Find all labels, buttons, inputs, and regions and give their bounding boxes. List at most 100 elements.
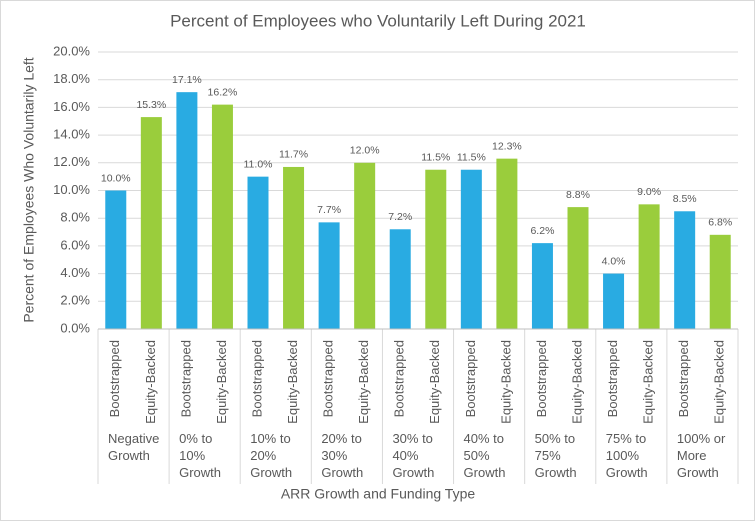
series-label: Bootstrapped [605,340,620,417]
category-label-line: 30% to [392,431,432,446]
category-label-line: Growth [392,465,434,480]
y-tick-label: 12.0% [53,154,90,169]
category-label-line: 75% [535,448,561,463]
category-label: 40% to 50% Growth [464,431,506,480]
category-label-line: Growth [535,465,577,480]
series-label: Equity-Backed [427,340,442,424]
category-label-line: 20% [250,448,276,463]
value-label: 11.7% [279,149,308,161]
value-label: 12.3% [492,140,522,152]
y-tick-label: 10.0% [53,182,90,197]
category-label: 75% to 100% Growth [606,431,648,480]
bar [105,190,127,329]
series-label: Bootstrapped [676,340,691,417]
y-axis-title: Percent of Employees Who Voluntarily Lef… [21,57,37,322]
category-label-line: 50% to [535,431,575,446]
series-label: Equity-Backed [356,340,371,424]
category-label-line: 75% to [606,431,646,446]
category-label-line: Growth [464,465,506,480]
value-label: 6.2% [530,225,554,237]
category-label-line: 40% to [464,431,504,446]
series-label: Equity-Backed [214,340,229,424]
bar [247,176,269,329]
series-label: Equity-Backed [641,340,656,424]
category-label-line: 10% to [250,431,290,446]
value-label: 11.5% [421,152,450,164]
category-label-line: More [677,448,707,463]
value-label: 12.0% [350,145,380,157]
series-label: Equity-Backed [143,340,158,424]
y-tick-label: 6.0% [60,237,90,252]
y-tick-label: 8.0% [60,210,90,225]
value-label: 8.5% [673,193,697,205]
series-label: Bootstrapped [107,340,122,417]
series-label: Bootstrapped [534,340,549,417]
category-label-line: Growth [321,465,363,480]
value-label: 17.1% [172,74,202,86]
y-tick-label: 14.0% [53,127,90,142]
value-label: 6.8% [708,217,732,229]
category-label-line: Growth [179,465,221,480]
bar [674,211,696,329]
bar [709,234,731,329]
category-label-line: 100% [606,448,640,463]
value-label: 11.0% [244,158,273,170]
series-label: Equity-Backed [285,340,300,424]
series-label: Bootstrapped [463,340,478,417]
bar [140,117,162,329]
category-label-line: 30% [321,448,347,463]
value-label: 15.3% [136,99,166,111]
category-label: Negative Growth [108,431,159,463]
value-label: 4.0% [602,255,626,267]
y-tick-label: 18.0% [53,71,90,86]
value-label: 10.0% [101,172,131,184]
chart-title: Percent of Employees who Voluntarily Lef… [170,11,586,30]
bar [283,166,305,329]
category-label: 30% to 40% Growth [392,431,434,480]
series-label: Bootstrapped [249,340,264,417]
bar [638,204,660,329]
bar [567,207,589,329]
category-label-line: 50% [464,448,490,463]
category-label: 0% to 10% Growth [179,431,221,480]
y-tick-label: 4.0% [60,265,90,280]
bar [389,229,411,329]
series-label: Bootstrapped [321,340,336,417]
category-label-line: Negative [108,431,159,446]
category-label-line: 0% to [179,431,212,446]
bar [425,169,447,329]
y-tick-label: 2.0% [60,293,90,308]
bar [531,243,553,329]
category-label-line: Growth [108,448,150,463]
value-label: 7.7% [317,204,341,216]
y-tick-label: 20.0% [53,43,90,58]
value-label: 9.0% [637,186,661,198]
bar [176,92,198,329]
bar [211,104,233,329]
series-label: Equity-Backed [569,340,584,424]
category-label-line: 10% [179,448,205,463]
value-label: 16.2% [208,86,238,98]
series-label: Bootstrapped [178,340,193,417]
category-label-line: Growth [606,465,648,480]
category-label-line: 100% or [677,431,726,446]
bar [603,273,625,329]
category-label-line: 20% to [321,431,361,446]
bar [460,169,482,329]
category-label: 100% or More Growth [677,431,726,480]
category-label: 50% to 75% Growth [535,431,577,480]
value-label: 7.2% [388,211,412,223]
category-label-line: 40% [392,448,418,463]
bar [354,162,376,329]
series-label: Equity-Backed [712,340,727,424]
x-axis-title: ARR Growth and Funding Type [281,486,476,502]
y-tick-label: 0.0% [60,320,90,335]
value-label: 11.5% [457,152,486,164]
series-label: Bootstrapped [392,340,407,417]
category-label: 10% to 20% Growth [250,431,292,480]
category-label: 20% to 30% Growth [321,431,363,480]
bar [496,158,518,329]
category-label-line: Growth [677,465,719,480]
y-tick-label: 16.0% [53,99,90,114]
